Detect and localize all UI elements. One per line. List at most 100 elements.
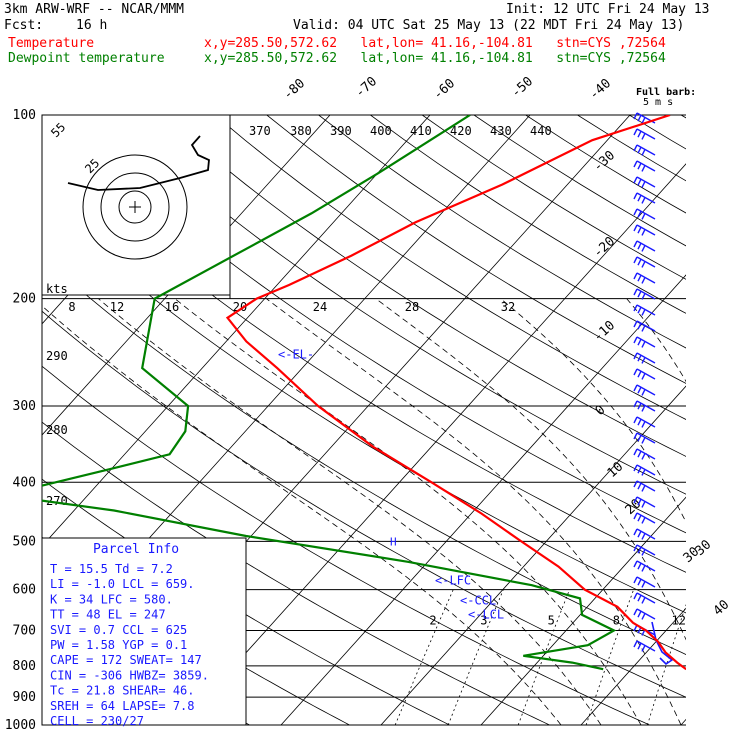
wind-barb-flag xyxy=(637,210,642,218)
legend-temperature-info: x,y=285.50,572.62 lat,lon= 41.16,-104.81… xyxy=(204,36,666,51)
isotherm-label: -50 xyxy=(509,74,536,101)
hodograph-units: kts xyxy=(46,282,68,296)
moist-adiabat xyxy=(174,298,642,725)
dry-adiabat-label: 270 xyxy=(46,494,68,508)
wind-barb xyxy=(636,592,656,604)
pressure-label-500: 500 xyxy=(13,534,36,549)
wind-barb-flag xyxy=(641,181,646,188)
wind-barb-flag xyxy=(633,144,638,152)
moist-adiabat xyxy=(375,298,686,641)
dry-adiabat xyxy=(680,115,686,119)
wind-barb-flag xyxy=(633,208,638,216)
wind-barb-flag xyxy=(637,130,642,138)
surface-wind-cluster xyxy=(651,621,674,666)
wind-barb-flag xyxy=(633,288,638,296)
pressure-label-100: 100 xyxy=(13,108,36,123)
wind-barb xyxy=(636,384,656,396)
dry-adiabat xyxy=(162,115,686,457)
mixing-ratio-line xyxy=(447,589,504,725)
hodograph-ring xyxy=(118,190,152,224)
dry-adiabat xyxy=(42,149,686,573)
wind-barb xyxy=(636,448,656,460)
wind-barb-flag xyxy=(637,290,642,298)
wind-barb xyxy=(636,192,656,204)
isotherm-line xyxy=(580,607,686,725)
wind-barb-flag xyxy=(633,112,638,120)
wind-barb-flag xyxy=(633,400,638,408)
legend-dewpoint-name: Dewpoint temperature xyxy=(8,51,165,66)
wind-barb-flag xyxy=(641,149,646,156)
wind-barb-flag xyxy=(637,642,642,650)
wind-barb xyxy=(636,304,656,316)
wind-barb-flag xyxy=(641,341,646,348)
wind-barb-flag xyxy=(641,245,646,252)
wind-barb-flag xyxy=(637,338,642,346)
wind-barb-flag xyxy=(633,576,638,584)
wind-barb xyxy=(636,256,656,268)
dry-adiabat-label: 390 xyxy=(330,124,352,138)
wind-barb xyxy=(636,528,656,540)
level-label: <-CCL xyxy=(460,593,496,607)
mixing-ratio-label: 2 xyxy=(429,614,436,628)
moist-adiabat xyxy=(736,299,740,725)
wind-barb-flag xyxy=(641,453,646,460)
wind-barb-flag xyxy=(633,544,638,552)
wind-barb xyxy=(636,160,656,172)
parcel-box xyxy=(41,537,247,726)
wind-barb-flag xyxy=(637,514,642,522)
wind-barb xyxy=(636,512,656,524)
parcel-row: SREH = 64 LAPSE= 7.8 xyxy=(50,699,195,713)
isotherm-line xyxy=(42,115,331,436)
wind-barb-flag xyxy=(637,194,642,202)
dry-adiabat xyxy=(42,310,686,698)
wind-barb xyxy=(636,576,656,588)
wind-barb-flag xyxy=(633,640,638,648)
wind-barb-flag xyxy=(641,213,646,220)
parcel-row: LI = -1.0 LCL = 659. xyxy=(50,577,195,591)
wind-barb-flag xyxy=(633,224,638,232)
moist-adiabat xyxy=(266,298,682,725)
wind-barb-flag xyxy=(637,274,642,282)
wind-barb-flag xyxy=(637,482,642,490)
wind-barb-flag xyxy=(637,354,642,362)
isotherm-label: -40 xyxy=(587,76,614,103)
wind-barb-flag xyxy=(641,565,646,572)
hodograph-speed-tick: 32 xyxy=(501,300,515,314)
wind-barb xyxy=(636,432,656,444)
wind-barb-flag xyxy=(633,512,638,520)
wind-barb-flag xyxy=(641,373,646,380)
wind-barb-flag xyxy=(641,229,646,236)
wind-barb-flag xyxy=(633,384,638,392)
wind-barb-flag xyxy=(633,592,638,600)
wind-barb xyxy=(636,128,656,140)
wind-barb-flag xyxy=(633,160,638,168)
wind-barb-flag xyxy=(633,240,638,248)
pressure-label-1000: 1000 xyxy=(5,718,36,733)
wind-barb-flag xyxy=(633,256,638,264)
wind-barb-flag xyxy=(641,613,646,620)
isotherm-label: -60 xyxy=(431,76,458,103)
hodograph-frame xyxy=(41,114,231,296)
dry-adiabat xyxy=(421,115,686,280)
wind-barb-flag xyxy=(641,261,646,268)
dry-adiabat xyxy=(733,115,740,725)
wind-barb-flag xyxy=(637,402,642,410)
wind-barb xyxy=(636,176,656,188)
wind-barb-flag xyxy=(641,549,646,556)
mixing-ratio-label: 5 xyxy=(548,614,555,628)
wind-barb-flag xyxy=(637,242,642,250)
parcel-row: SVI = 0.7 CCL = 625 xyxy=(50,623,187,637)
hodograph-speed-tick: 16 xyxy=(165,300,179,314)
wind-barb-flag xyxy=(641,133,646,140)
hodograph-ring xyxy=(82,154,188,260)
wind-barb-flag xyxy=(637,114,642,122)
wind-barb-flag xyxy=(633,336,638,344)
wind-barb xyxy=(636,352,656,364)
sounding-traces xyxy=(42,115,686,671)
wind-barb-flag xyxy=(633,432,638,440)
model-title: 3km ARW-WRF -- NCAR/MMM xyxy=(4,2,185,17)
isotherm-line xyxy=(280,274,686,725)
